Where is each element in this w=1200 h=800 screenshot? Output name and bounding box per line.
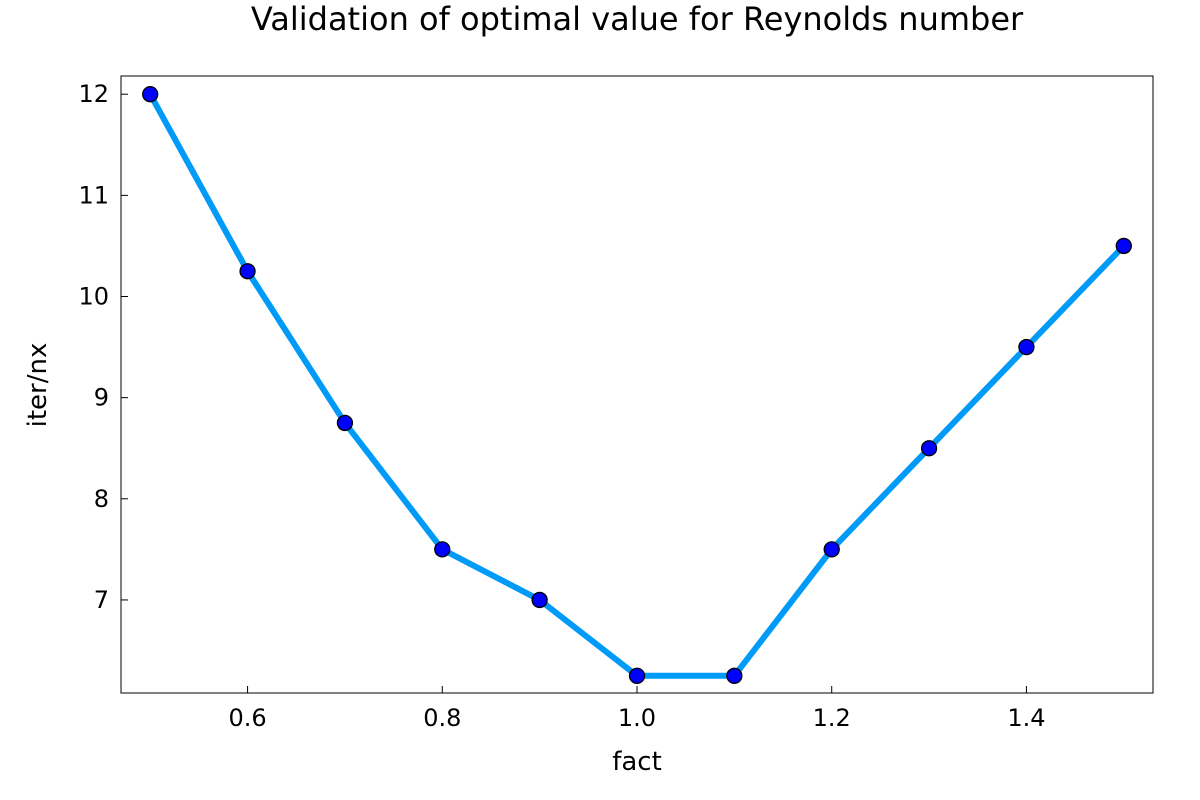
y-tick-label: 11 xyxy=(78,181,109,209)
y-tick-label: 10 xyxy=(78,283,109,311)
x-tick-label: 1.0 xyxy=(618,704,656,732)
chart-title: Validation of optimal value for Reynolds… xyxy=(251,0,1024,38)
data-point xyxy=(142,86,159,103)
x-tick-label: 0.8 xyxy=(423,704,461,732)
y-tick-label: 9 xyxy=(94,384,109,412)
data-point xyxy=(336,414,354,432)
data-point xyxy=(628,667,646,684)
y-tick-label: 7 xyxy=(94,586,109,614)
x-tick-label: 1.2 xyxy=(813,704,851,732)
x-tick-label: 0.6 xyxy=(228,704,266,732)
y-axis-ticks: 7 8 9 10 11 12 xyxy=(78,80,128,614)
x-tick-label: 1.4 xyxy=(1007,704,1045,732)
y-tick-label: 8 xyxy=(94,485,109,513)
series-line xyxy=(147,92,1126,679)
y-tick-label: 12 xyxy=(78,80,109,108)
data-point xyxy=(1115,237,1132,255)
data-point xyxy=(239,263,256,280)
series-points xyxy=(142,86,1132,684)
data-point xyxy=(823,541,840,558)
data-point xyxy=(726,667,743,684)
data-point xyxy=(531,591,548,609)
data-point xyxy=(434,541,451,558)
y-axis-label: iter/nx xyxy=(23,343,53,428)
x-axis-label: fact xyxy=(612,747,662,777)
data-point xyxy=(920,440,938,457)
plot-frame xyxy=(120,75,1154,694)
data-point xyxy=(1018,338,1035,356)
series-lines xyxy=(147,92,1126,679)
x-axis-ticks: 0.6 0.8 1.0 1.2 1.4 xyxy=(228,686,1046,732)
